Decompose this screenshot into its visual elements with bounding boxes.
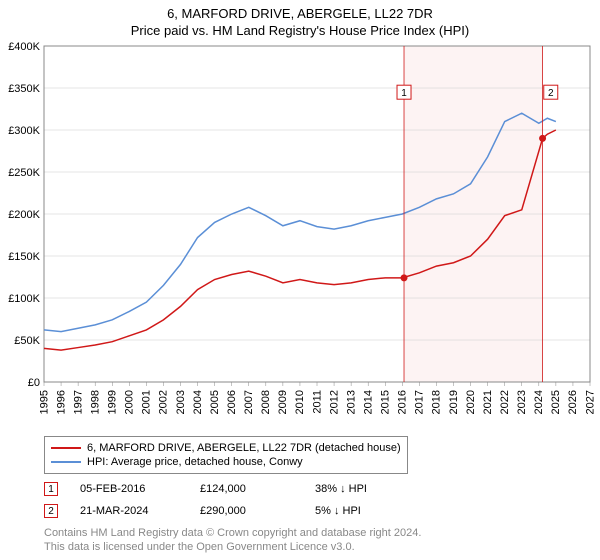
x-tick-label: 2010 [294,390,306,414]
x-tick-label: 2000 [124,390,136,414]
legend-box: 6, MARFORD DRIVE, ABERGELE, LL22 7DR (de… [44,436,408,474]
legend-swatch-price_paid [51,443,81,453]
x-tick-label: 2019 [448,390,460,414]
legend-swatch-hpi [51,457,81,467]
info-cell: 38% ↓ HPI [315,483,420,495]
x-tick-label: 1998 [89,390,101,414]
x-tick-label: 2005 [209,390,221,414]
x-tick-label: 2002 [158,390,170,414]
info-cell: 21-MAR-2024 [80,505,200,517]
y-tick-label: £300K [8,125,40,137]
footer-text: Contains HM Land Registry data © Crown c… [44,526,421,555]
y-tick-label: £250K [8,167,40,179]
y-tick-label: £400K [8,41,40,53]
x-tick-label: 2003 [175,390,187,414]
x-tick-label: 2016 [397,390,409,414]
info-cell: 5% ↓ HPI [315,505,420,517]
y-tick-label: £200K [8,209,40,221]
y-tick-label: £50K [14,335,40,347]
legend-row-price_paid: 6, MARFORD DRIVE, ABERGELE, LL22 7DR (de… [51,441,401,455]
x-tick-label: 2024 [533,390,545,414]
info-row-1: 1 05-FEB-2016£124,00038% ↓ HPI [44,478,420,500]
x-tick-label: 2007 [243,390,255,414]
x-tick-label: 2027 [584,390,596,414]
footer-line2: This data is licensed under the Open Gov… [44,540,421,554]
x-tick-label: 2025 [550,390,562,414]
info-cell: £290,000 [200,505,315,517]
x-tick-label: 2026 [567,390,579,414]
y-tick-label: £100K [8,293,40,305]
legend-label-price_paid: 6, MARFORD DRIVE, ABERGELE, LL22 7DR (de… [87,442,401,454]
marker-label-2: 2 [548,88,554,99]
x-tick-label: 2011 [311,390,323,414]
x-tick-label: 2012 [328,390,340,414]
x-tick-label: 2013 [345,390,357,414]
x-tick-label: 2017 [414,390,426,414]
x-tick-label: 1995 [38,390,50,414]
chart-container: 6, MARFORD DRIVE, ABERGELE, LL22 7DR Pri… [0,0,600,560]
marker-point-2 [539,135,546,142]
y-tick-label: £150K [8,251,40,263]
info-row-2: 2 21-MAR-2024£290,0005% ↓ HPI [44,500,420,522]
x-tick-label: 1999 [107,390,119,414]
x-tick-label: 1996 [55,390,67,414]
x-tick-label: 1997 [72,390,84,414]
info-cell: £124,000 [200,483,315,495]
x-tick-label: 2018 [431,390,443,414]
info-cell: 05-FEB-2016 [80,483,200,495]
x-tick-label: 2008 [260,390,272,414]
x-tick-label: 2006 [226,390,238,414]
legend-label-hpi: HPI: Average price, detached house, Conw… [87,456,303,468]
info-table: 1 05-FEB-2016£124,00038% ↓ HPI 2 21-MAR-202… [44,478,420,522]
x-tick-label: 2020 [465,390,477,414]
x-tick-label: 2022 [499,390,511,414]
x-tick-label: 2015 [380,390,392,414]
y-tick-label: £0 [28,377,40,389]
x-tick-label: 2009 [277,390,289,414]
footer-line1: Contains HM Land Registry data © Crown c… [44,526,421,540]
info-marker-2: 2 [44,504,58,518]
x-tick-label: 2021 [482,390,494,414]
x-tick-label: 2014 [362,390,374,414]
marker-label-1: 1 [401,88,407,99]
x-tick-label: 2023 [516,390,528,414]
legend-row-hpi: HPI: Average price, detached house, Conw… [51,455,401,469]
y-tick-label: £350K [8,83,40,95]
price-chart: £0 £50K £100K £150K £200K £250K £300K £350K £400… [0,0,600,432]
x-tick-label: 2001 [141,390,153,414]
info-marker-1: 1 [44,482,58,496]
marker-point-1 [401,274,408,281]
x-tick-label: 2004 [192,390,204,414]
